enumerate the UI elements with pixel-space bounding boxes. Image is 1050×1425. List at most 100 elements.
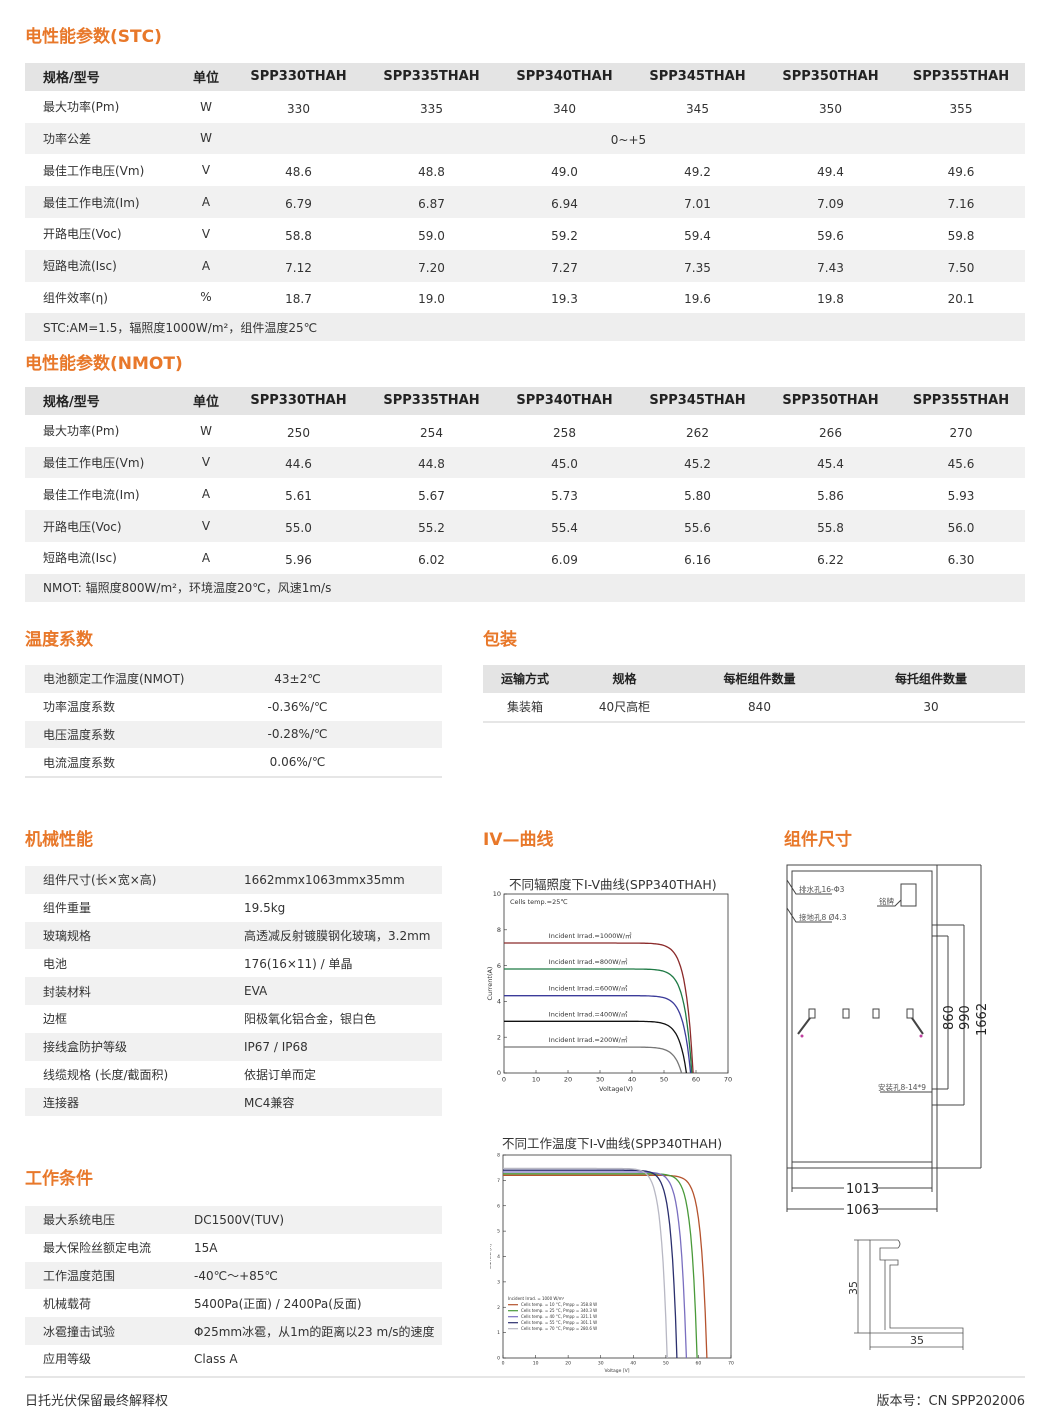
row-value: 5.96 [285,552,312,567]
y-tick-label: 4 [497,998,501,1006]
dim-1013: 1013 [846,1182,879,1197]
x-tick-label: 40 [630,1361,636,1367]
table-row: 边框 阳极氧化铝合金，银白色 [25,1005,442,1033]
row-value: 840 [748,699,771,714]
row-value: 7.12 [232,249,365,282]
column-header: 单位 [180,387,232,415]
table-header-row: 运输方式 规格 每柜组件数量 每托组件数量 [483,665,1025,693]
row-label: 冰雹撞击试验 [25,1317,194,1345]
row-value: 55.2 [365,510,498,542]
row-unit: A [180,249,232,282]
row-unit: V [201,163,211,178]
row-value: 45.4 [764,446,897,479]
column-header: SPP340THAH [498,387,631,415]
frame-profile [854,1239,964,1350]
table-row: 应用等级 Class A [25,1345,442,1373]
x-tick-label: 70 [728,1361,734,1367]
row-value: 59.8 [947,228,975,243]
iv-curve-series [503,1169,678,1359]
series-label: Incident Irrad.=1000W/㎡ [549,931,632,940]
row-label: 最大保险丝额定电流 [43,1241,152,1256]
row-value: 7.01 [631,186,764,218]
row-value: 55.8 [764,510,897,542]
mechanical-title: 机械性能 [25,830,93,850]
row-value: 258 [553,425,576,440]
row-value: 49.4 [817,165,844,180]
y-tick-label: 4 [497,1254,500,1260]
module-dimension-drawing: 排水孔16-Φ3 接地孔8 Ø4.3 铭牌 安装孔8-14*9 860 990 … [786,864,990,1350]
row-value: 7.09 [764,186,897,218]
row-value: 45.0 [498,446,631,479]
column-header: SPP345THAH [631,63,764,91]
row-label: 连接器 [25,1088,244,1117]
column-header: SPP335THAH [365,387,498,415]
legend-entry: Cells temp. = 40 °C, Pmpp = 321.1 W [521,1314,597,1319]
table-row: 工作温度范围 -40℃～+85℃ [25,1261,442,1290]
row-value: 集装箱 [506,700,543,715]
column-header: SPP340THAH [498,63,631,91]
row-value: 5400Pa(正面) / 2400Pa(反面) [194,1296,362,1311]
nmot-title: 电性能参数(NMOT) [25,354,183,374]
y-tick-label: 8 [497,1153,500,1159]
row-value: 15A [194,1240,218,1255]
row-value: 48.8 [418,165,445,180]
x-tick-label: 10 [532,1076,540,1084]
y-tick-label: 7 [497,1178,500,1184]
chart-annotation: Cells temp.=25℃ [510,898,568,906]
y-tick-label: 6 [497,1203,500,1209]
y-tick-label: 10 [493,890,501,898]
row-value: 6.94 [498,186,631,218]
column-header: 运输方式 [483,665,567,693]
plot-area [503,893,729,1074]
row-value: 355 [949,101,973,116]
column-header: SPP355THAH [897,63,1025,91]
table-row: 电池 176(16×11) / 单晶 [25,949,442,977]
stc-table: 规格/型号 单位 SPP330THAH SPP335THAH SPP340THAH SPP… [25,63,1025,342]
row-value: 6.30 [947,552,975,567]
row-value: 59.0 [418,228,445,243]
row-value: 330 [287,101,310,116]
iv-curve-series [504,995,692,1074]
row-label: 开路电压(Voc) [25,510,180,542]
table-row: 玻璃规格 高透减反射镀膜钢化玻璃，3.2mm [25,921,442,950]
ground-hole-label: 接地孔8 Ø4.3 [799,912,847,922]
table-row: 最佳工作电流(Im) A 6.79 6.87 6.94 7.01 7.09 7.16 [25,186,1025,218]
x-tick-label: 0 [502,1361,505,1367]
row-value: 0.06%/℃ [269,755,326,770]
row-label: 线缆规格 (长度/截面积) [43,1067,169,1082]
table-row: 功率公差 W 0~+5 [25,122,1025,155]
y-tick-label: 2 [497,1305,500,1311]
x-tick-label: 40 [628,1076,636,1084]
table-row: 最大功率(Pm) W 250 254 258 262 266 270 [25,415,1025,447]
nmot-table: 规格/型号 单位 SPP330THAH SPP335THAH SPP340THAH SPP… [25,387,1025,602]
row-label: 应用等级 [43,1352,92,1367]
row-label: 电压温度系数 [25,720,243,749]
table-row: 电池额定工作温度(NMOT) 43±2℃ [25,665,442,693]
module-outer-frame [786,864,938,1169]
row-value: 58.8 [285,228,312,243]
row-value: 6.22 [817,552,844,567]
row-value: 19.8 [817,292,844,307]
column-header: SPP330THAH [232,387,365,415]
row-label: 最佳工作电压(Vm) [43,163,145,178]
legend-entry: Cells temp. = 70 °C, Pmpp = 280.6 W [521,1326,597,1331]
temperature-title: 温度系数 [25,630,93,650]
row-value: 7.20 [365,249,498,282]
row-value: 7.43 [764,249,897,282]
row-value: 345 [686,101,709,116]
frame-height-label: 35 [847,1281,860,1295]
row-value: 6.09 [551,552,578,567]
x-tick-label: 60 [696,1361,702,1367]
row-value: 20.1 [947,292,975,307]
row-label: 机械载荷 [43,1296,92,1311]
column-header: SPP335THAH [365,63,498,91]
packaging-title: 包装 [483,630,517,650]
footer-version: 版本号：CN SPP202006 [876,1394,1026,1409]
dim-1063: 1063 [846,1203,879,1218]
x-tick-label: 30 [596,1076,604,1084]
x-tick-label: 70 [724,1076,732,1084]
legend-title: Incident Irrad. = 1000 W/m² [508,1296,565,1301]
x-tick-label: 0 [502,1076,506,1084]
working-table: 最大系统电压 DC1500V(TUV) 最大保险丝额定电流 15A 工作温度范围 -40℃… [25,1206,442,1373]
column-header: SPP350THAH [764,63,897,91]
